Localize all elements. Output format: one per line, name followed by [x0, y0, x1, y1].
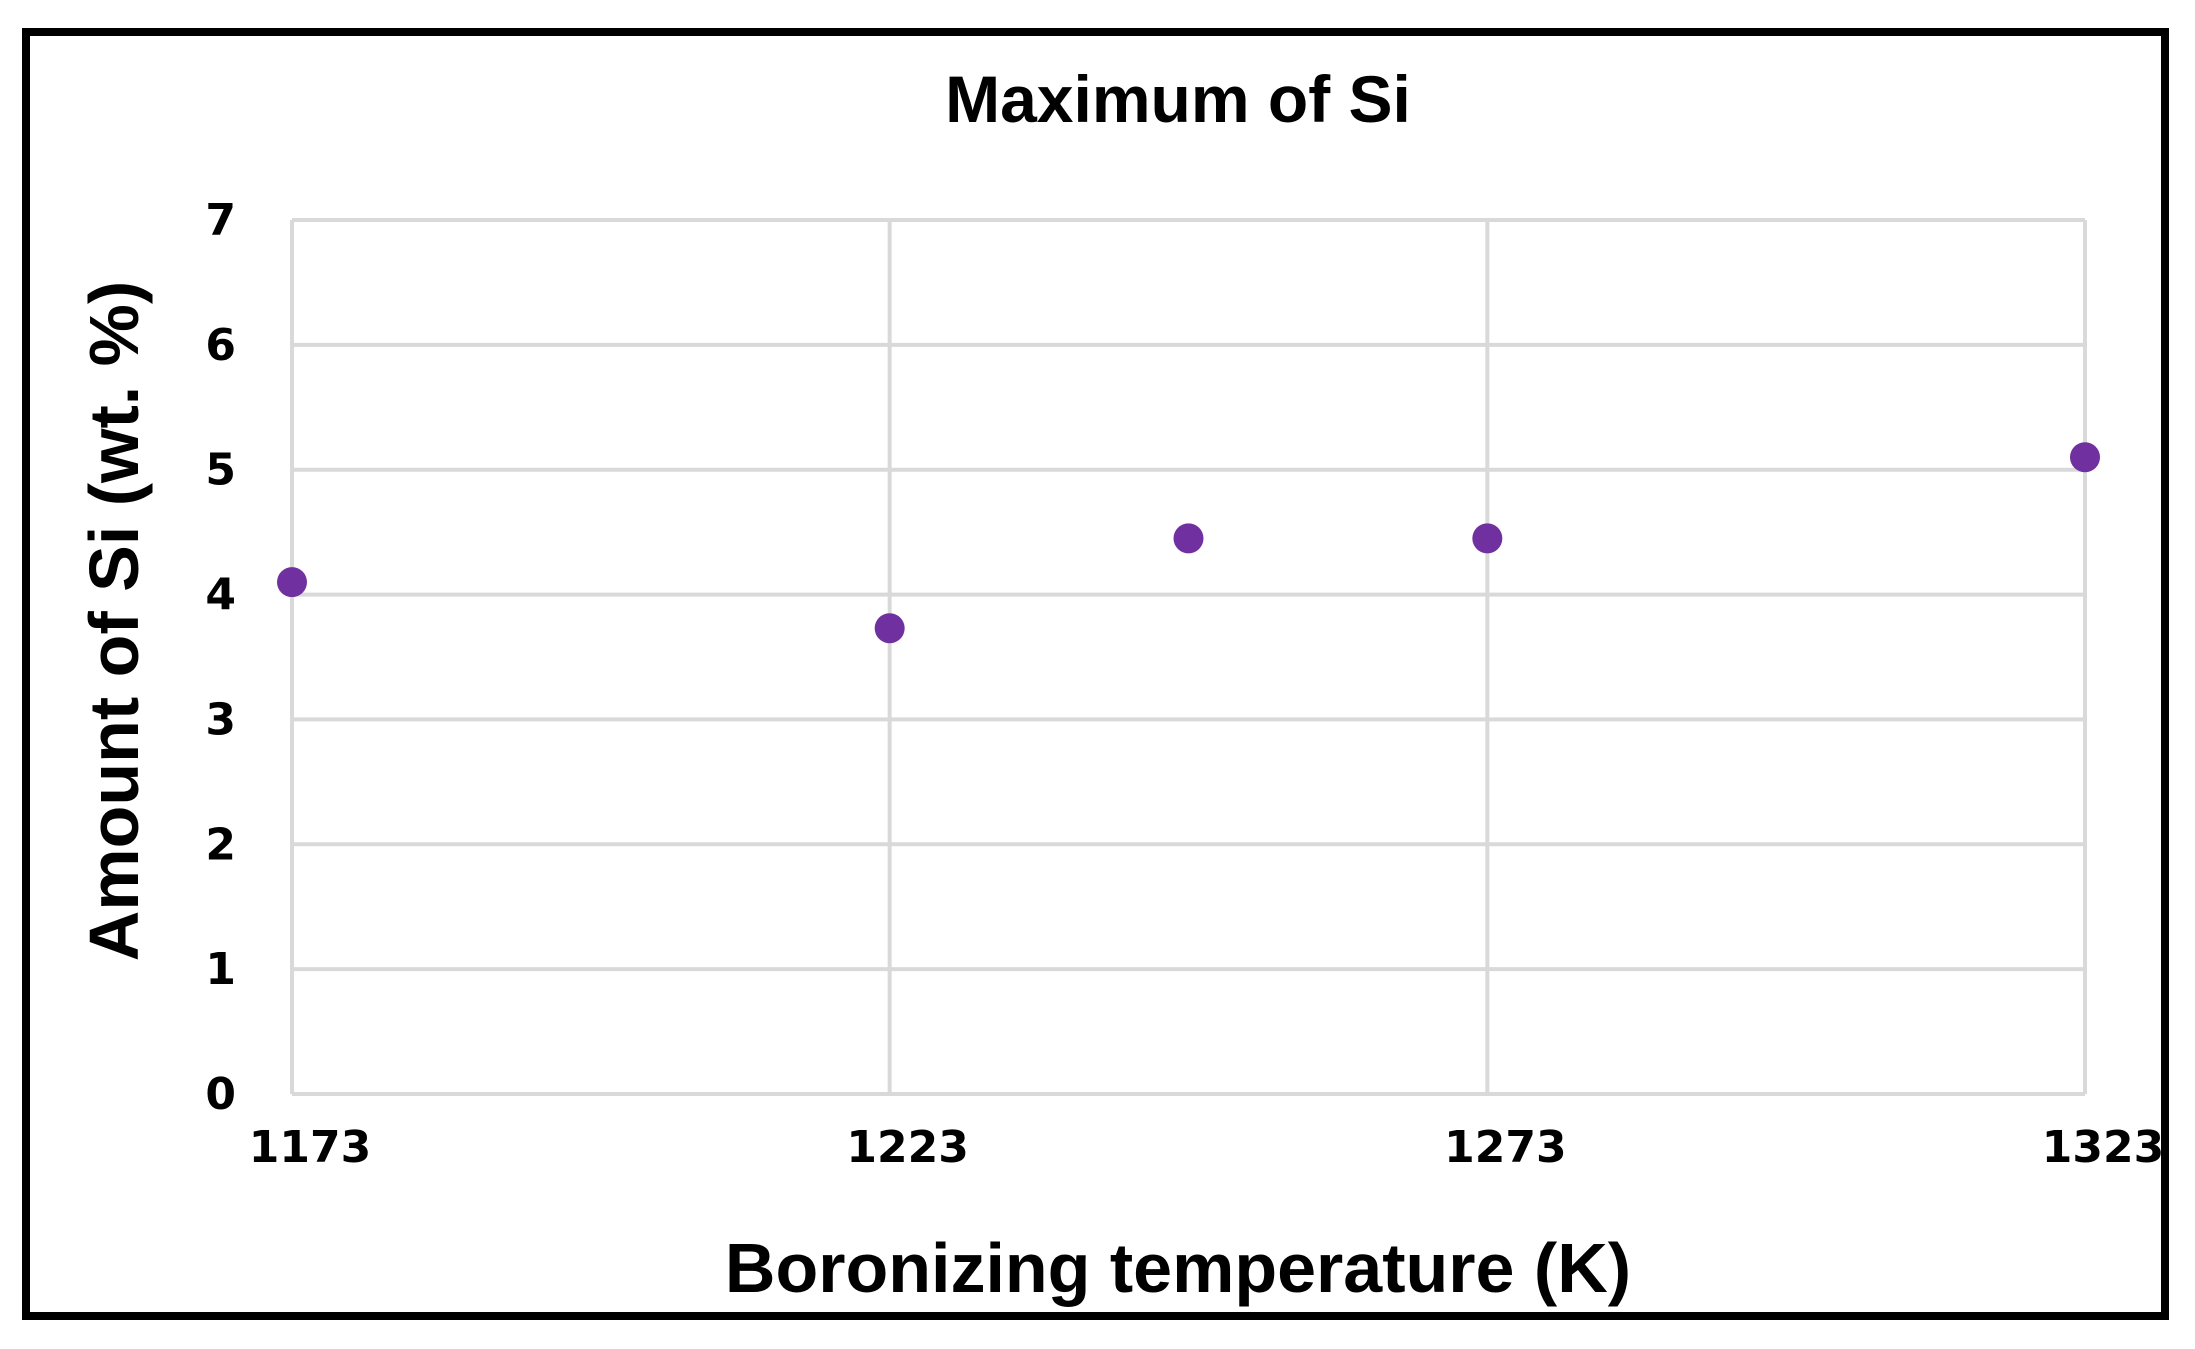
data-point: [874, 613, 905, 644]
y-tick-label: 6: [205, 320, 236, 371]
y-axis-title: Amount of Si (wt. %): [75, 281, 153, 961]
chart-frame: [22, 28, 2169, 1320]
chart-title: Maximum of Si: [945, 62, 1411, 136]
data-point: [1173, 523, 1204, 554]
y-tick-label: 7: [205, 195, 236, 246]
tick-labels: 0 1 2 3 4 5 6 7 1173 1223 1273 1323: [205, 195, 2164, 1173]
data-point: [2070, 442, 2100, 473]
x-axis-title: Boronizing temperature (K): [725, 1229, 1631, 1307]
data-point: [1472, 523, 1503, 554]
x-tick-label: 1273: [1444, 1122, 1566, 1173]
x-tick-label: 1223: [846, 1122, 968, 1173]
y-tick-label: 2: [205, 819, 236, 870]
y-tick-label: 5: [205, 445, 236, 496]
data-points: [277, 442, 2100, 644]
y-tick-label: 1: [205, 944, 236, 995]
y-tick-label: 3: [205, 694, 236, 745]
data-point: [277, 567, 307, 598]
grid: [290, 218, 2087, 1096]
y-tick-label: 4: [205, 570, 236, 621]
x-tick-label: 1323: [2042, 1122, 2164, 1173]
x-tick-label: 1173: [249, 1122, 371, 1173]
y-tick-label: 0: [205, 1069, 236, 1120]
